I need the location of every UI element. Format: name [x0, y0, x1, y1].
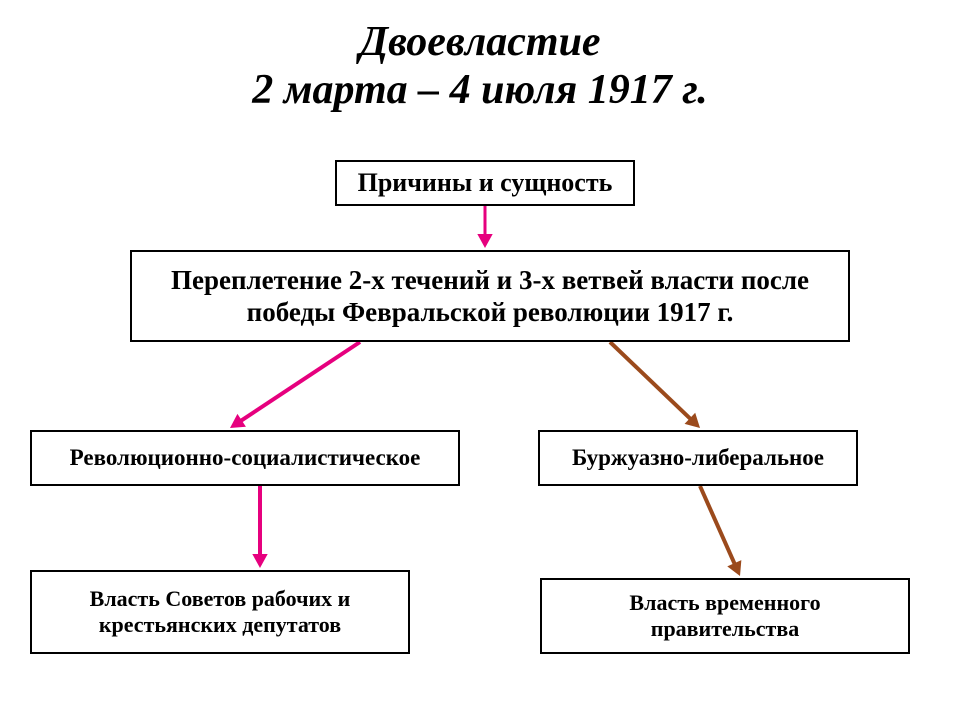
title-line-1: Двоевластие: [0, 18, 960, 66]
box-right-bottom-text: Власть временного правительства: [556, 590, 894, 643]
box-right-mid-text: Буржуазно-либеральное: [572, 444, 824, 472]
box-left-bottom: Власть Советов рабочих и крестьянских де…: [30, 570, 410, 654]
diagram-title: Двоевластие 2 марта – 4 июля 1917 г.: [0, 18, 960, 115]
box-description-text: Переплетение 2-х течений и 3-х ветвей вл…: [146, 264, 834, 329]
title-line-2: 2 марта – 4 июля 1917 г.: [0, 66, 960, 114]
box-right-mid: Буржуазно-либеральное: [538, 430, 858, 486]
diagram-stage: Двоевластие 2 марта – 4 июля 1917 г. При…: [0, 0, 960, 720]
box-description: Переплетение 2-х течений и 3-х ветвей вл…: [130, 250, 850, 342]
box-causes: Причины и сущность: [335, 160, 635, 206]
box-right-bottom: Власть временного правительства: [540, 578, 910, 654]
box-left-mid: Революционно-социалистическое: [30, 430, 460, 486]
box-left-mid-text: Революционно-социалистическое: [70, 444, 421, 472]
box-left-bottom-text: Власть Советов рабочих и крестьянских де…: [46, 586, 394, 639]
box-causes-text: Причины и сущность: [358, 167, 613, 198]
